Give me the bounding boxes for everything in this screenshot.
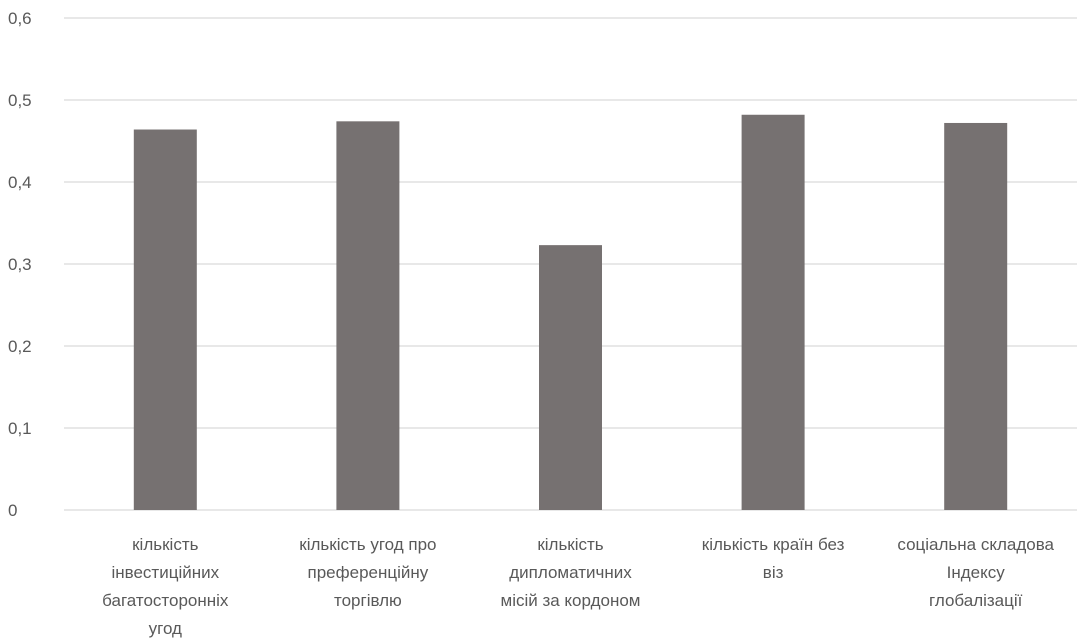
bar: [539, 245, 602, 510]
x-category-label-line: преференційну: [308, 563, 429, 582]
x-category-label-line: кількість країн без: [702, 535, 845, 554]
y-axis-tick-labels: 0 0,1 0,2 0,3 0,4 0,5 0,6: [8, 9, 32, 520]
x-category-label: кількість дипломатичних місій за кордоном: [501, 535, 641, 610]
bar: [944, 122, 1008, 511]
y-tick-label: 0,6: [8, 9, 32, 28]
x-category-label: кількість інвестиційних багатосторонніх уго…: [102, 535, 229, 638]
x-axis-category-labels: кількість інвестиційних багатосторонніх уго…: [102, 535, 1054, 638]
bar: [741, 114, 805, 510]
x-category-label-line: кількість угод про: [299, 535, 436, 554]
y-tick-label: 0,1: [8, 419, 32, 438]
x-category-label-line: соціальна складова: [897, 535, 1054, 554]
x-category-label-line: глобалізації: [929, 591, 1023, 610]
x-category-label-line: кількість: [132, 535, 198, 554]
x-category-label-line: торгівлю: [334, 591, 402, 610]
x-category-label-line: дипломатичних: [509, 563, 632, 582]
y-tick-label: 0,5: [8, 91, 32, 110]
x-category-label-line: Індексу: [947, 563, 1006, 582]
y-tick-label: 0,3: [8, 255, 32, 274]
y-tick-label: 0,2: [8, 337, 32, 356]
x-category-label-line: кількість: [537, 535, 603, 554]
bar: [336, 121, 400, 510]
x-category-label: соціальна складова Індексу глобалізації: [897, 535, 1054, 610]
y-tick-label: 0: [8, 501, 17, 520]
x-category-label: кількість угод про преференційну торгівлю: [299, 535, 436, 610]
y-tick-label: 0,4: [8, 173, 32, 192]
x-category-label-line: багатосторонніх: [102, 591, 229, 610]
x-category-label: кількість країн без віз: [702, 535, 845, 582]
x-category-label-line: угод: [149, 619, 182, 638]
x-category-label-line: інвестиційних: [111, 563, 219, 582]
x-category-label-line: віз: [763, 563, 784, 582]
bar: [133, 129, 197, 510]
bars: [133, 114, 1008, 511]
x-category-label-line: місій за кордоном: [501, 591, 641, 610]
